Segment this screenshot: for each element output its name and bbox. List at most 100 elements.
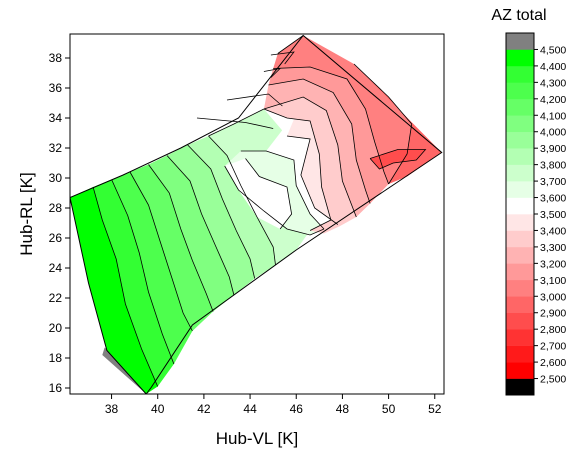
y-tick-label: 36 — [49, 81, 63, 95]
colorbar-label: 3,200 — [540, 258, 566, 270]
y-axis-title: Hub-RL [K] — [17, 172, 36, 255]
y-tick-label: 26 — [49, 231, 63, 245]
colorbar-band — [506, 65, 534, 83]
contour-line — [111, 179, 175, 365]
colorbar-band — [506, 49, 534, 67]
colorbar-band — [506, 312, 534, 330]
x-tick-label: 46 — [290, 402, 304, 416]
contour-line — [187, 144, 256, 279]
contour-region — [130, 164, 214, 331]
x-tick-label: 38 — [105, 402, 119, 416]
colorbar-band — [506, 131, 534, 149]
contour-line — [270, 51, 295, 65]
contour-line — [286, 135, 339, 225]
contour-line — [226, 93, 283, 107]
colorbar-band — [506, 362, 534, 379]
colorbar-label: 3,900 — [540, 143, 566, 155]
contour-line — [369, 149, 427, 170]
x-tick-label: 52 — [428, 402, 442, 416]
contour-region — [187, 136, 276, 279]
contour-line — [245, 158, 293, 230]
x-axis-title: Hub-VL [K] — [216, 429, 299, 448]
contour-region — [263, 97, 357, 234]
colorbar-label: 3,100 — [540, 275, 566, 287]
y-tick-label: 38 — [49, 51, 63, 65]
colorbar-band — [506, 33, 534, 50]
colorbar-band — [506, 197, 534, 215]
y-tick-label: 34 — [49, 111, 63, 125]
contour-region — [268, 67, 389, 204]
colorbar-label: 2,500 — [540, 374, 566, 386]
colorbar-band — [506, 181, 534, 198]
contour-region — [167, 145, 255, 295]
colorbar-band — [506, 82, 534, 100]
colorbar-label: 3,300 — [540, 242, 566, 254]
colorbar-label: 4,100 — [540, 110, 566, 122]
y-tick-label: 32 — [49, 141, 63, 155]
plot-frame — [69, 33, 445, 395]
colorbar-band — [506, 345, 534, 363]
colorbar-labels: 2,500 2,600 2,700 2,800 2,900 3,000 3,100 3,200… — [534, 44, 566, 386]
contour-line — [148, 164, 214, 312]
contour-line — [208, 135, 276, 266]
colorbar-band — [506, 148, 534, 165]
colorbar-band — [506, 98, 534, 116]
colorbar-band — [506, 329, 534, 346]
contour-region — [93, 179, 174, 387]
colorbar-label: 3,400 — [540, 225, 566, 237]
colorbar-label: 3,000 — [540, 291, 566, 303]
y-tick-label: 30 — [49, 171, 63, 185]
contour-line — [273, 66, 389, 185]
colorbar-label: 2,600 — [540, 357, 566, 369]
contour-region — [111, 172, 193, 364]
contour-line — [263, 108, 332, 231]
colorbar-title: AZ total — [491, 7, 546, 24]
contour-line — [129, 171, 193, 332]
contour-line — [277, 35, 304, 54]
contour-line — [92, 186, 159, 387]
contour-boundary — [70, 34, 443, 394]
colorbar-label: 3,500 — [540, 209, 566, 221]
contour-line — [224, 165, 325, 236]
y-tick-label: 16 — [49, 381, 63, 395]
contour-lines — [70, 34, 443, 394]
contour-line — [240, 150, 325, 230]
colorbar-band — [506, 246, 534, 264]
contour-line — [263, 67, 282, 78]
colorbar-label: 2,900 — [540, 308, 566, 320]
colorbar-band — [506, 214, 534, 231]
colorbar-band — [506, 378, 534, 396]
colorbar-band — [506, 296, 534, 314]
x-tick-label: 40 — [151, 402, 165, 416]
colorbar-label: 4,400 — [540, 61, 566, 73]
colorbar-label: 2,800 — [540, 324, 566, 336]
contour-region — [273, 35, 412, 184]
colorbar: AZ total 2,500 2,600 2,700 2,800 2,900 3,000 3… — [491, 7, 566, 396]
colorbar-label: 3,600 — [540, 193, 566, 205]
y-tick-label: 20 — [49, 321, 63, 335]
colorbar-band — [506, 230, 534, 248]
contour-region — [224, 158, 292, 229]
contour-line — [208, 108, 265, 137]
y-tick-label: 24 — [49, 261, 63, 275]
y-axis-ticks: 16 18 20 22 24 26 28 30 32 34 36 38 — [49, 51, 70, 395]
colorbar-band — [506, 279, 534, 297]
y-tick-label: 28 — [49, 201, 63, 215]
colorbar-band — [506, 164, 534, 182]
colorbar-band — [506, 115, 534, 133]
y-tick-label: 18 — [49, 351, 63, 365]
contour-line — [353, 63, 413, 185]
contour-line — [166, 155, 235, 296]
x-tick-label: 44 — [243, 402, 257, 416]
contour-region — [263, 79, 371, 217]
colorbar-bands — [505, 32, 535, 396]
y-tick-label: 22 — [49, 291, 63, 305]
colorbar-label: 4,000 — [540, 127, 566, 139]
colorbar-label: 3,800 — [540, 160, 566, 172]
colorbar-label: 4,300 — [540, 77, 566, 89]
colorbar-band — [506, 263, 534, 281]
contour-line — [263, 96, 357, 218]
contour-line — [196, 117, 274, 129]
x-tick-label: 50 — [382, 402, 396, 416]
